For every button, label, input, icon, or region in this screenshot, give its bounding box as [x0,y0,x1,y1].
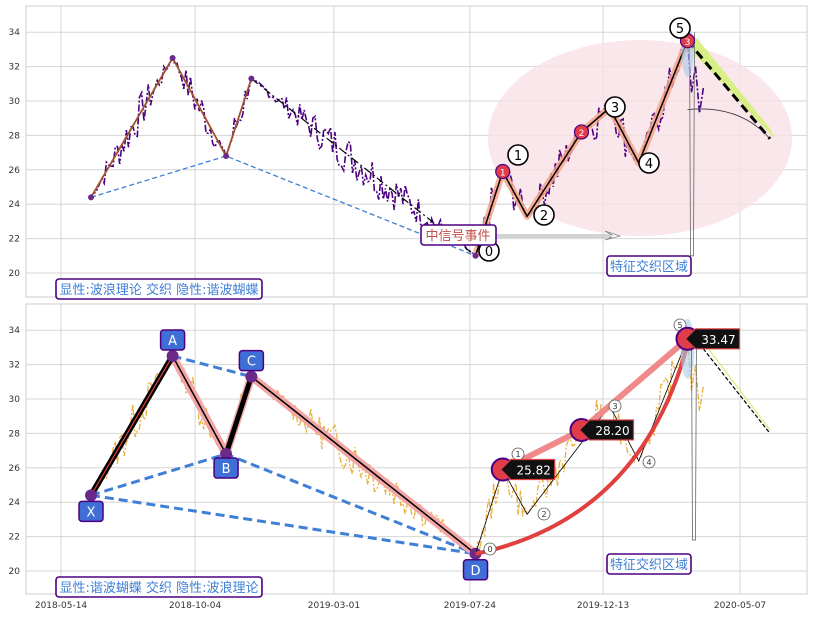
zone-label-bottom: 特征交织区域 [610,557,688,573]
wave-label-circle [669,17,691,39]
wave-label-text: 3 [611,101,619,116]
zone-label-top: 特征交织区域 [610,259,688,275]
legend-box-bottom: 显性:谐波蝴蝶 交织 隐性:波浪理论 [55,576,263,598]
x-tick-label: 2018-10-04 [169,601,222,611]
signal-event-box: 中信号事件 [420,224,497,246]
harmonic-line-top [90,155,476,257]
wave-mini-label: 1 [515,450,520,459]
projection-line2-bottom [699,336,771,431]
y-tick-label-top: 24 [9,200,21,210]
pattern-label-box [238,349,265,372]
pattern-label-text: A [168,334,177,349]
projection-area-top [687,34,775,139]
legend-label-bottom: 显性:谐波蝴蝶 交织 隐性:波浪理论 [59,580,258,596]
wave-label-circle [533,204,555,226]
harmonic-xd-bottom [90,493,476,556]
leg-xa-red-bottom [90,355,174,496]
price-badge [578,419,635,441]
wave-mini-label: 2 [541,510,546,519]
price-badge [684,328,741,350]
pattern-point-top [169,55,176,61]
y-tick-label-bottom: 28 [9,429,21,439]
y-tick-label-top: 22 [9,235,20,245]
wave-mini-circle [642,455,656,469]
wave-marker-top [573,124,590,140]
pattern-label-text: X [87,505,96,520]
wave-marker-label-top: 1 [500,169,506,179]
y-tick-label-top: 28 [9,131,21,141]
wave-marker-top [495,163,511,180]
signal-event-label: 中信号事件 [425,229,490,244]
wave-mini-circle [537,507,551,521]
projection-line-top [686,39,772,140]
wave-mini-label: 3 [612,402,617,411]
zone-box-bottom: 特征交织区域 [606,553,692,575]
wave-label-text: 1 [514,149,522,164]
x-tick-label: 2019-07-24 [444,601,497,611]
projection-curve-arrow-bottom [475,344,690,556]
y-tick-label-bottom: 32 [9,361,20,371]
x-tick-label: 2019-12-13 [577,601,629,611]
pattern-point-top [88,194,95,201]
pattern-label-text: D [471,564,481,579]
y-tick-label-top: 30 [9,97,21,107]
wave-mini-label: 0 [487,545,492,554]
x-tick-label: 2019-03-01 [308,601,360,611]
wave-label-circle [638,152,660,174]
pattern-label-box [159,329,186,351]
wave-mini-circle [483,542,497,556]
pattern-label-box [78,500,104,523]
y-tick-label-top: 26 [9,166,21,176]
price-badge-label: 28.20 [595,424,629,438]
pattern-label-box [213,457,239,479]
wave-mini-label: 4 [646,458,651,467]
peak-arrow-top [689,32,695,257]
pattern-label-text: C [247,355,256,370]
x-tick-label: 2018-05-14 [35,601,88,611]
x-tick-label: 2020-05-07 [714,601,766,611]
wave-label-text: 2 [540,209,548,224]
pattern-point-bottom [220,448,233,461]
pattern-label-text: B [222,462,231,477]
y-tick-label-bottom: 20 [9,567,21,577]
price-badge-label: 33.47 [701,333,735,347]
price-badge [499,458,556,481]
y-tick-label-top: 34 [9,28,21,38]
pattern-point-bottom [245,370,258,383]
pattern-label-box [462,559,489,581]
pattern-point-top [223,153,230,160]
wave-label-text: 4 [645,157,653,172]
legend-label-top: 显性:波浪理论 交织 隐性:谐波蝴蝶 [59,282,258,298]
y-tick-label-bottom: 22 [9,533,20,543]
pattern-point-bottom [166,350,179,362]
y-tick-label-bottom: 26 [9,464,21,474]
wave-label-circle [507,144,529,166]
leg-bc-bottom [223,375,254,455]
wave-label-text: 0 [485,245,493,260]
projection-curve-top [687,108,771,140]
wave-mini-label: 5 [677,321,682,330]
pattern-point-bottom [85,489,98,502]
y-tick-label-top: 20 [9,269,21,279]
y-tick-label-bottom: 24 [9,498,21,508]
wave-label-circle [604,96,626,118]
wave-zone-ellipse [488,40,792,236]
pattern-point-top [248,75,255,82]
legend-box-top: 显性:波浪理论 交织 隐性:谐波蝴蝶 [55,278,263,300]
zigzag-top [90,56,253,198]
price-badge-label: 25.82 [517,464,551,478]
projection-line-bottom [699,343,771,434]
wave-mini-circle [608,399,622,413]
pattern-point-top [472,252,479,259]
y-tick-label-bottom: 30 [9,395,21,405]
signal-arrow-top [496,230,622,241]
y-tick-label-bottom: 34 [9,326,21,336]
y-tick-label-top: 32 [9,63,20,73]
zone-box-top: 特征交织区域 [606,255,692,277]
peak-arrow-bottom [691,330,697,541]
wave-label-text: 5 [676,22,684,37]
wave-marker-label-top: 3 [685,38,691,48]
wave-marker-label-top: 2 [579,129,585,139]
